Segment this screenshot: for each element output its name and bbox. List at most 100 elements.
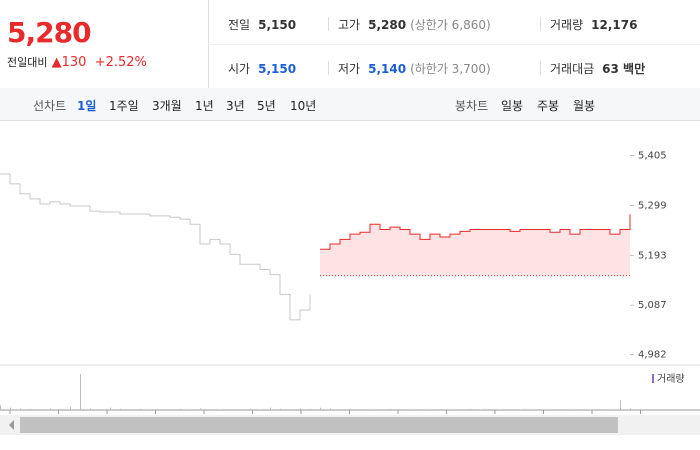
- volume-bar: [170, 409, 171, 410]
- volume-bar: [80, 374, 81, 410]
- summary-cell: 거래량 12,176: [550, 16, 637, 33]
- price: 5,280: [7, 16, 92, 49]
- y-tick-label: 5,405: [638, 151, 667, 162]
- quote-box: 5,280 전일대비 ▲130 +2.52%: [0, 0, 209, 88]
- tab[interactable]: 3개월: [152, 99, 182, 113]
- volume-bar: [200, 408, 201, 410]
- volume-bar: [490, 409, 491, 410]
- volume-bar: [270, 407, 271, 410]
- volume-bar: [310, 408, 311, 410]
- tab-label: 봉차트: [455, 99, 489, 113]
- tab[interactable]: 월봉: [573, 99, 596, 113]
- legend-label: 거래량: [657, 373, 685, 385]
- volume-bar: [280, 408, 281, 410]
- change-label: 전일대비: [7, 56, 48, 69]
- summary-label: 고가: [338, 18, 361, 32]
- volume-bar: [40, 409, 41, 410]
- summary-cell: 시가 5,150: [228, 60, 296, 77]
- volume-bar: [440, 409, 441, 410]
- tab-bar: 선차트 1일 1주일 3개월 1년 3년 5년 10년 봉차트 일봉 주봉 월봉: [0, 88, 700, 121]
- volume-bar: [330, 408, 331, 410]
- volume-bar: [400, 409, 401, 410]
- price-line: [320, 214, 631, 250]
- volume-bar: [240, 409, 241, 410]
- volume-bar: [390, 408, 391, 410]
- y-tick-label: 4,982: [638, 350, 667, 361]
- y-tick-label: 5,299: [638, 200, 667, 211]
- tab[interactable]: 1일: [77, 99, 97, 113]
- volume-bar: [350, 408, 351, 410]
- summary-label: 저가: [338, 62, 361, 76]
- summary-label: 거래량: [550, 18, 584, 32]
- tab[interactable]: 1년: [195, 99, 214, 113]
- summary-note: (하한가 3,700): [410, 62, 491, 76]
- volume-bar: [540, 409, 541, 410]
- summary-value: 5,150: [258, 18, 297, 32]
- y-tick-label: 5,193: [638, 250, 667, 261]
- volume-bar: [10, 407, 11, 410]
- summary-cell: 거래대금 63 백만: [550, 60, 645, 77]
- volume-bar: [210, 409, 211, 410]
- scroll-thumb[interactable]: [20, 417, 618, 433]
- summary-value: 5,150: [258, 62, 297, 76]
- volume-bar: [320, 407, 321, 410]
- legend-swatch: [652, 374, 654, 383]
- separator: [328, 17, 329, 31]
- change-value: ▲130: [51, 55, 87, 70]
- summary-value: 63 백만: [602, 62, 646, 76]
- volume-bar: [110, 407, 111, 410]
- summary-note: (상한가 6,860): [410, 18, 491, 32]
- tab-label: 선차트: [33, 99, 67, 113]
- volume-bar: [470, 408, 471, 410]
- divider: [208, 44, 700, 45]
- change: 전일대비 ▲130 +2.52%: [7, 54, 147, 70]
- volume-bar: [510, 409, 511, 410]
- volume-bar: [580, 409, 581, 410]
- volume-bar: [620, 400, 621, 410]
- summary-value: 5,280: [368, 18, 407, 32]
- summary-value: 5,140: [368, 62, 407, 76]
- volume-bar: [140, 408, 141, 410]
- volume-bar: [420, 409, 421, 410]
- volume-bar: [160, 409, 161, 410]
- summary-label: 거래대금: [550, 62, 595, 76]
- volume-bar: [560, 409, 561, 410]
- volume-bar: [120, 408, 121, 410]
- tab[interactable]: 3년: [226, 99, 245, 113]
- volume-bar: [60, 409, 61, 410]
- tab[interactable]: 주봉: [537, 99, 560, 113]
- summary-label: 전일: [228, 18, 251, 32]
- y-tick-label: 5,087: [638, 300, 667, 311]
- volume-bar: [0, 405, 1, 410]
- volume-bar: [360, 409, 361, 410]
- summary-cell: 저가 5,140 (하한가 3,700): [338, 60, 491, 77]
- summary-value: 12,176: [591, 18, 638, 32]
- separator: [540, 17, 541, 31]
- tab[interactable]: 1주일: [109, 99, 139, 113]
- volume-bar: [230, 409, 231, 410]
- price-line: [0, 173, 311, 321]
- volume-bar: [90, 408, 91, 410]
- volume-bar: [30, 408, 31, 410]
- separator: [540, 61, 541, 75]
- volume-bar: [630, 408, 631, 410]
- volume-bar: [100, 409, 101, 410]
- volume-bar: [380, 409, 381, 410]
- separator: [328, 61, 329, 75]
- volume-bar: [250, 408, 251, 410]
- volume-bar: [600, 409, 601, 410]
- summary-cell: 고가 5,280 (상한가 6,860): [338, 16, 491, 33]
- tab[interactable]: 5년: [257, 99, 276, 113]
- volume-bar: [300, 408, 301, 410]
- volume-bar: [70, 406, 71, 410]
- tab[interactable]: 10년: [290, 99, 317, 113]
- volume-bar: [290, 409, 291, 410]
- volume-bar: [340, 409, 341, 410]
- change-pct: +2.52%: [94, 55, 147, 70]
- chart: 5,405 5,299 5,193 5,087 4,982 거래량: [0, 120, 700, 435]
- tab[interactable]: 일봉: [501, 99, 524, 113]
- volume-bar: [180, 408, 181, 410]
- area: [320, 214, 630, 276]
- quote-header: 5,280 전일대비 ▲130 +2.52% 전일 5,150 고가 5,280 (상한…: [0, 0, 700, 89]
